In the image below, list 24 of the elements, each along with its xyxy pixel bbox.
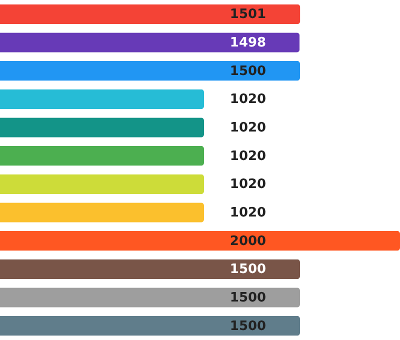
bar (0, 60, 300, 81)
data-label: 1498 (230, 36, 266, 50)
bar (0, 288, 300, 308)
bar (0, 174, 204, 194)
bar (0, 202, 204, 222)
bar (0, 4, 300, 24)
bar (0, 118, 204, 138)
data-label: 1020 (230, 92, 266, 108)
data-label: 1020 (230, 120, 266, 136)
bar (0, 316, 300, 336)
bar (0, 32, 300, 52)
data-label: 1500 (230, 64, 266, 79)
data-label: 1020 (230, 148, 266, 164)
data-label: 1500 (230, 318, 266, 334)
bar (0, 146, 204, 166)
data-label: 1501 (230, 7, 266, 22)
data-label: 1020 (230, 206, 266, 220)
data-label: 1500 (230, 290, 266, 306)
data-label: 1500 (230, 262, 266, 278)
bar (0, 89, 204, 110)
data-label: 1020 (230, 177, 266, 192)
data-label: 2000 (230, 234, 266, 249)
bar (0, 230, 400, 251)
bar (0, 259, 300, 280)
